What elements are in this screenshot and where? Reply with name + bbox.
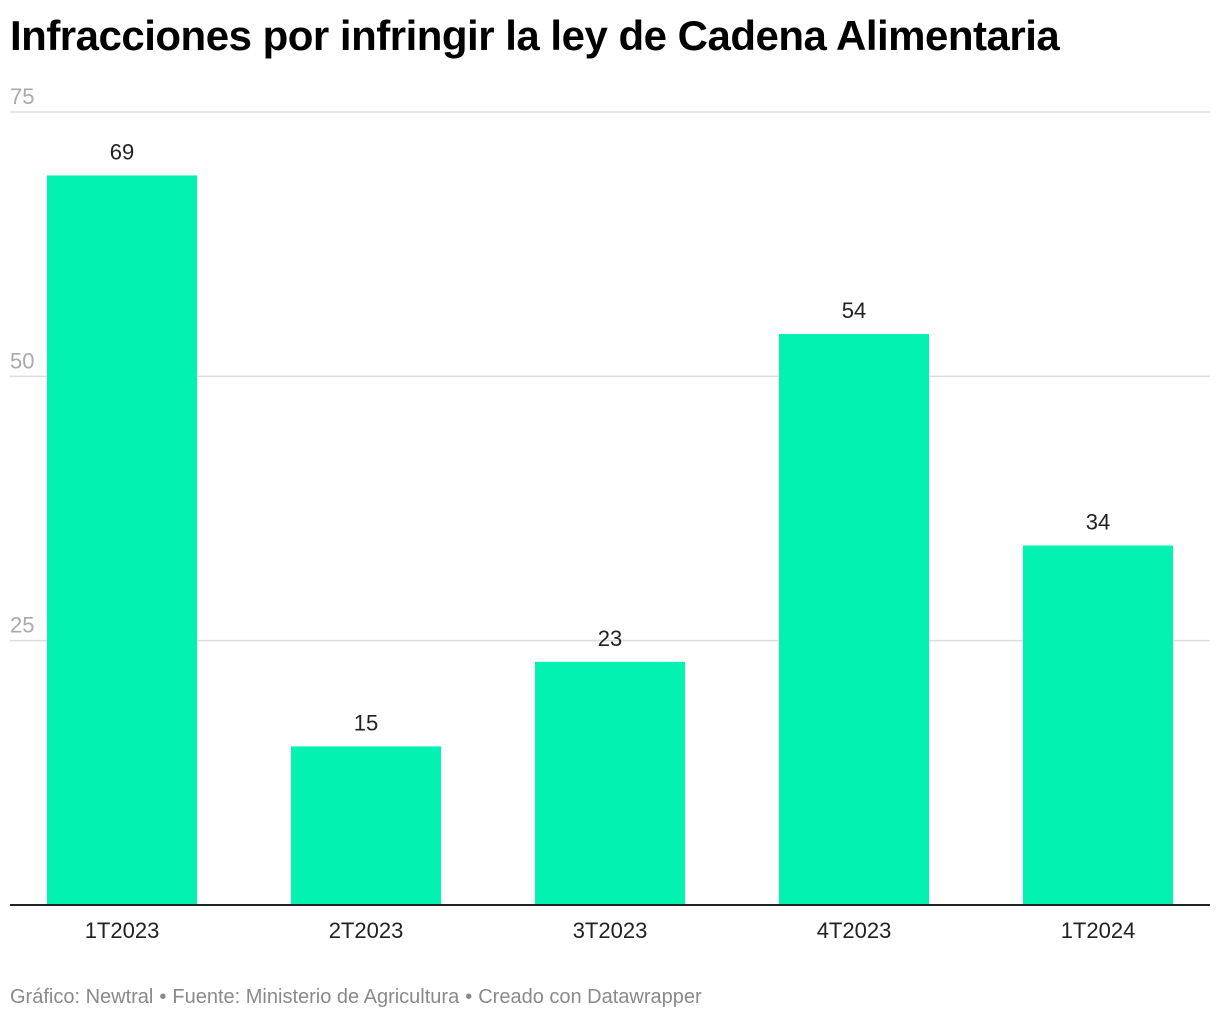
x-tick-label: 1T2024 — [1061, 918, 1136, 943]
bar-1T2024 — [1023, 545, 1173, 905]
y-tick-label: 50 — [10, 348, 34, 373]
chart-title: Infracciones por infringir la ley de Cad… — [10, 12, 1060, 59]
x-tick-label: 4T2023 — [817, 918, 892, 943]
footer-separator: • — [159, 986, 167, 1008]
data-label: 34 — [1086, 510, 1110, 535]
footer-created-with: Creado con Datawrapper — [478, 986, 702, 1008]
data-label: 15 — [354, 710, 378, 735]
bar-2T2023 — [291, 746, 441, 905]
y-tick-label: 75 — [10, 84, 34, 109]
x-tick-label: 1T2023 — [85, 918, 160, 943]
data-label: 54 — [842, 298, 866, 323]
x-tick-label: 2T2023 — [329, 918, 404, 943]
value-labels: 69 15 23 54 34 — [110, 139, 1110, 735]
chart-footer: Gráfico: Newtral • Fuente: Ministerio de A… — [10, 984, 702, 1010]
data-label: 69 — [110, 139, 134, 164]
y-tick-label: 25 — [10, 613, 34, 638]
footer-credit: Gráfico: Newtral — [10, 986, 154, 1008]
bar-4T2023 — [779, 334, 929, 905]
bar-3T2023 — [535, 661, 685, 905]
bar-1T2023 — [47, 175, 197, 905]
grid-lines: 75 50 25 — [10, 84, 1210, 642]
bars — [47, 175, 1173, 905]
x-axis: 1T2023 2T2023 3T2023 4T2023 1T2024 — [10, 904, 1210, 943]
footer-separator: • — [465, 986, 473, 1008]
data-label: 23 — [598, 626, 622, 651]
footer-source: Fuente: Ministerio de Agricultura — [172, 986, 460, 1008]
x-tick-label: 3T2023 — [573, 918, 648, 943]
